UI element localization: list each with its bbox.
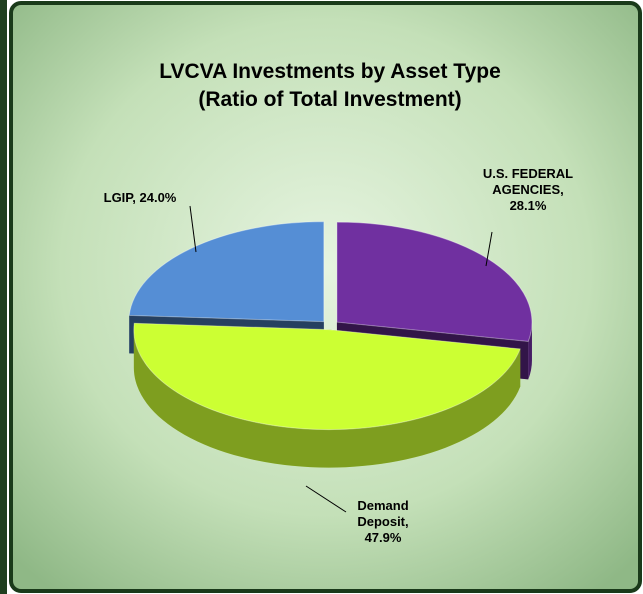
data-label: U.S. FEDERAL AGENCIES, 28.1% bbox=[482, 166, 574, 213]
panel-background bbox=[9, 1, 642, 593]
slice-side-shade bbox=[133, 329, 521, 468]
data-label: Demand Deposit, 47.9% bbox=[357, 498, 409, 545]
slice-side bbox=[528, 322, 532, 380]
data-label: LGIP, 24.0% bbox=[103, 190, 177, 205]
slice-top bbox=[133, 322, 521, 431]
leader-line bbox=[305, 485, 347, 513]
slice-side bbox=[133, 329, 521, 468]
neighbor-panel-edge bbox=[0, 0, 7, 594]
slice bbox=[133, 322, 521, 468]
leader-line bbox=[485, 231, 493, 267]
chart-title: LVCVA Investments by Asset Type bbox=[159, 60, 501, 83]
slice-top bbox=[128, 221, 325, 323]
leader-line bbox=[189, 205, 197, 253]
pie bbox=[128, 221, 533, 468]
slice-side-shade bbox=[528, 322, 532, 380]
chart-subtitle: (Ratio of Total Investment) bbox=[198, 88, 461, 111]
